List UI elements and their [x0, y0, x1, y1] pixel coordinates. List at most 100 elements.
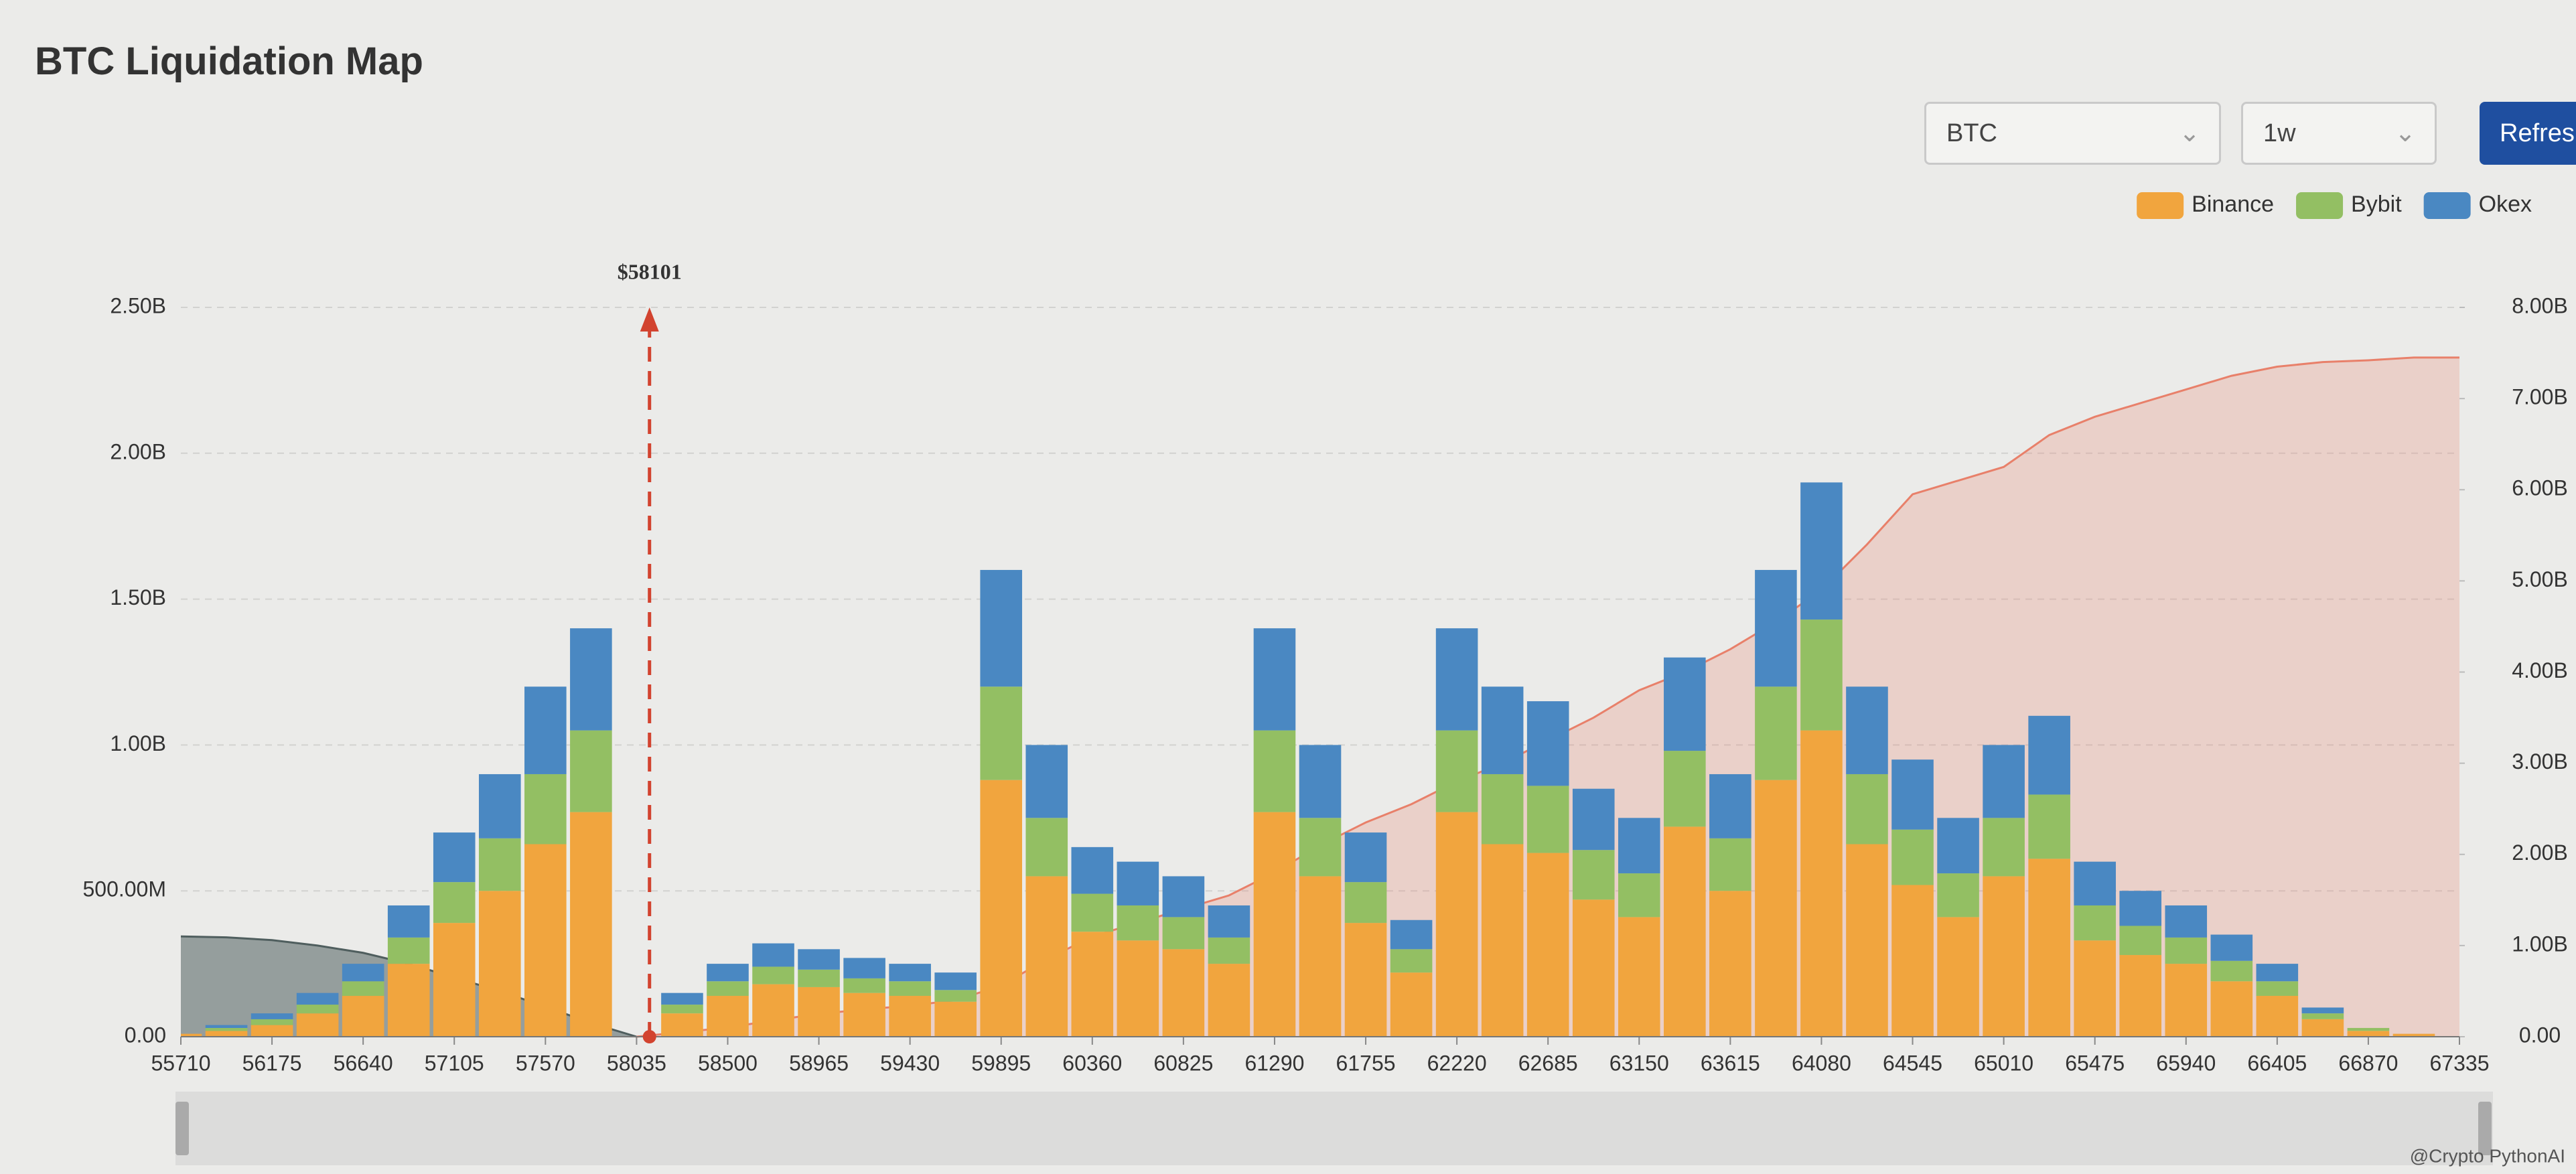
- bar-segment: [251, 1025, 293, 1037]
- symbol-select[interactable]: BTC ⌄: [1924, 102, 2221, 165]
- bar-segment: [1344, 832, 1387, 883]
- bar-segment: [251, 1013, 293, 1019]
- y2-tick-label: 8.00B: [2512, 293, 2568, 317]
- x-tick-label: 56640: [334, 1051, 393, 1075]
- x-tick-label: 58965: [789, 1051, 849, 1075]
- bar-segment: [1526, 786, 1569, 853]
- bar-segment: [843, 993, 885, 1037]
- x-tick-label: 62220: [1427, 1051, 1487, 1075]
- bar-segment: [1709, 891, 1751, 1037]
- y-tick-label: 2.00B: [110, 439, 166, 463]
- bar-segment: [1937, 917, 1979, 1037]
- bar-segment: [1162, 949, 1205, 1037]
- bar-segment: [1299, 745, 1342, 818]
- y2-tick-label: 2.00B: [2512, 840, 2568, 865]
- bar-segment: [1253, 730, 1296, 812]
- bar-segment: [1664, 826, 1706, 1037]
- bar-segment: [798, 969, 840, 987]
- bar-segment: [661, 1013, 703, 1037]
- bar-segment: [2392, 1033, 2435, 1037]
- bar-segment: [296, 993, 339, 1005]
- bar-segment: [1117, 861, 1159, 905]
- bar-segment: [1572, 899, 1615, 1037]
- bar-segment: [1755, 570, 1797, 687]
- x-tick-label: 65475: [2065, 1051, 2125, 1075]
- bar-segment: [1800, 730, 1843, 1037]
- bar-segment: [1709, 838, 1751, 891]
- y-tick-label: 2.50B: [110, 293, 166, 317]
- bar-segment: [2210, 934, 2253, 961]
- marker-arrow: [640, 307, 659, 332]
- x-tick-label: 56175: [242, 1051, 302, 1075]
- slider-handle[interactable]: [175, 1102, 189, 1155]
- bar-segment: [1435, 812, 1478, 1037]
- bar-segment: [205, 1025, 248, 1028]
- bar-segment: [798, 986, 840, 1037]
- bar-segment: [1983, 876, 2025, 1037]
- bar-segment: [1481, 686, 1524, 774]
- dropdown-arrow: ⌄: [2394, 119, 2416, 147]
- bar-segment: [1937, 818, 1979, 874]
- bar-segment: [934, 990, 977, 1002]
- x-tick-label: 66870: [2338, 1051, 2398, 1075]
- bar-segment: [570, 730, 612, 812]
- bar-segment: [2165, 905, 2208, 938]
- bar-segment: [2301, 1013, 2344, 1019]
- bar-segment: [1891, 885, 1934, 1037]
- x-tick-label: 67335: [2430, 1051, 2490, 1075]
- bar-segment: [934, 1001, 977, 1037]
- slider-handle[interactable]: [2478, 1102, 2492, 1155]
- bar-segment: [1891, 759, 1934, 830]
- period-value: 1w: [2263, 119, 2296, 147]
- bar-segment: [889, 981, 931, 997]
- symbol-value: BTC: [1946, 119, 1997, 147]
- bar-segment: [387, 937, 430, 964]
- legend-swatch: [2296, 192, 2344, 219]
- bar-segment: [934, 972, 977, 990]
- y-tick-label: 1.50B: [110, 585, 166, 609]
- bar-segment: [2119, 891, 2162, 926]
- bar-segment: [1983, 745, 2025, 818]
- period-select[interactable]: 1w ⌄: [2241, 102, 2437, 165]
- bar-segment: [296, 1005, 339, 1014]
- bar-segment: [433, 882, 476, 924]
- bar-segment: [2028, 715, 2070, 795]
- bar-segment: [1025, 876, 1068, 1037]
- bar-segment: [707, 981, 749, 997]
- refresh-button[interactable]: Refres: [2480, 102, 2576, 165]
- bar-segment: [1526, 701, 1569, 786]
- bar-segment: [1390, 920, 1433, 950]
- x-tick-label: 63615: [1701, 1051, 1760, 1075]
- bar-segment: [1618, 818, 1660, 874]
- bar-segment: [798, 949, 840, 970]
- bar-segment: [524, 774, 567, 845]
- bar-segment: [1800, 619, 1843, 731]
- bar-segment: [1253, 628, 1296, 731]
- bar-segment: [1025, 745, 1068, 818]
- x-tick-label: 59895: [971, 1051, 1031, 1075]
- bar-segment: [752, 984, 794, 1037]
- bar-segment: [2028, 859, 2070, 1037]
- y2-tick-label: 3.00B: [2512, 749, 2568, 774]
- zoom-slider[interactable]: [175, 1092, 2493, 1165]
- bar-segment: [1481, 774, 1524, 845]
- bar-segment: [1709, 774, 1751, 838]
- bar-segment: [2301, 1007, 2344, 1014]
- bar-segment: [1937, 873, 1979, 918]
- bar-segment: [2301, 1019, 2344, 1037]
- bar-segment: [2074, 861, 2116, 905]
- x-tick-label: 58035: [607, 1051, 666, 1075]
- bar-segment: [1162, 876, 1205, 918]
- bar-segment: [2119, 955, 2162, 1037]
- y2-tick-label: 1.00B: [2512, 932, 2568, 956]
- bar-segment: [1071, 932, 1114, 1037]
- bar-segment: [1299, 818, 1342, 877]
- x-tick-label: 60360: [1062, 1051, 1122, 1075]
- bar-segment: [752, 966, 794, 984]
- bar-segment: [843, 978, 885, 993]
- bar-segment: [1664, 751, 1706, 827]
- bar-segment: [1481, 844, 1524, 1037]
- bar-segment: [1071, 847, 1114, 894]
- bar-segment: [1526, 853, 1569, 1037]
